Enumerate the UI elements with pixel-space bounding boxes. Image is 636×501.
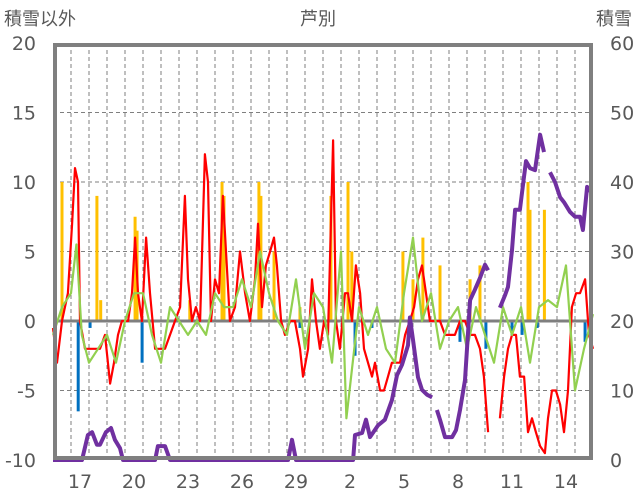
chart-title: 芦別 <box>300 9 336 30</box>
yellow-bars-bar <box>411 279 415 321</box>
left-axis-ticks: -10 -5 0 5 10 15 20 <box>5 33 36 472</box>
right-tick-label: 10 <box>610 381 634 403</box>
left-tick-label: 0 <box>24 311 36 333</box>
blue-bars-bar <box>88 321 92 328</box>
yellow-bars-bar <box>478 265 482 321</box>
yellow-bars-bar <box>272 251 276 321</box>
yellow-bars-bar <box>188 300 192 321</box>
blue-bars-bar <box>76 321 80 412</box>
blue-bars-bar <box>298 321 302 328</box>
x-axis-ticks: 17 20 23 26 29 2 5 8 11 14 <box>68 471 578 493</box>
left-tick-label: 5 <box>24 242 36 264</box>
yellow-bars-bar <box>438 265 442 321</box>
yellow-bars-bar <box>220 182 224 321</box>
right-axis-title: 積雪 <box>596 9 632 30</box>
right-axis-ticks: 0 10 20 30 40 50 60 <box>610 33 634 472</box>
x-tick-label: 14 <box>554 471 578 493</box>
blue-bars-bar <box>510 321 514 335</box>
left-tick-label: -10 <box>5 450 36 472</box>
x-tick-label: 17 <box>68 471 92 493</box>
right-tick-label: 60 <box>610 33 634 55</box>
plot-frame <box>53 43 593 460</box>
green-line <box>51 236 595 420</box>
right-tick-label: 30 <box>610 242 634 264</box>
yellow-bars-bar <box>222 195 226 321</box>
yellow-bars-bar <box>346 182 350 321</box>
x-tick-label: 23 <box>176 471 200 493</box>
x-tick-label: 26 <box>230 471 254 493</box>
x-tick-label: 5 <box>398 471 410 493</box>
x-tick-label: 11 <box>500 471 524 493</box>
x-tick-label: 29 <box>284 471 308 493</box>
yellow-bars-bar <box>542 209 546 321</box>
yellow-bars-bar <box>350 251 354 321</box>
yellow-bars-bar <box>526 182 530 321</box>
yellow-bars-bar <box>133 216 137 321</box>
blue-bars-bar <box>583 321 587 342</box>
yellow-bars-bar <box>99 300 103 321</box>
right-tick-label: 40 <box>610 172 634 194</box>
right-tick-label: 0 <box>610 450 622 472</box>
left-tick-label: 10 <box>12 172 36 194</box>
yellow-bars-bar <box>401 251 405 321</box>
left-tick-label: -5 <box>17 381 36 403</box>
right-tick-label: 50 <box>610 103 634 125</box>
yellow-bars-bar <box>60 182 64 321</box>
left-axis-title: 積雪以外 <box>4 9 76 30</box>
x-tick-label: 20 <box>122 471 146 493</box>
left-tick-label: 15 <box>12 103 36 125</box>
blue-bars-bar <box>140 321 144 363</box>
yellow-bars-bar <box>528 209 532 321</box>
blue-bars-bar <box>458 321 462 342</box>
right-tick-label: 20 <box>610 311 634 333</box>
yellow-bars-bar <box>95 195 99 321</box>
x-tick-label: 2 <box>344 471 356 493</box>
blue-bars-bar <box>520 321 524 335</box>
x-tick-label: 8 <box>452 471 464 493</box>
left-tick-label: 20 <box>12 33 36 55</box>
